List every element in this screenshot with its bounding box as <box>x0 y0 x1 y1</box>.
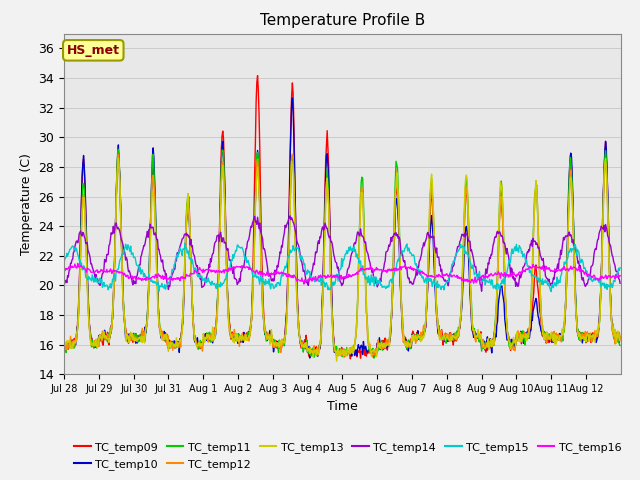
TC_temp09 <box>60 342 68 348</box>
TC_temp16 <box>60 266 68 272</box>
Line: TC_temp10: TC_temp10 <box>64 98 620 358</box>
TC_temp15 <box>277 276 285 282</box>
TC_temp16 <box>74 261 82 266</box>
TC_temp09 <box>616 334 624 340</box>
TC_temp15 <box>616 265 624 271</box>
Line: TC_temp09: TC_temp09 <box>64 76 620 359</box>
TC_temp14 <box>431 246 439 252</box>
TC_temp13 <box>126 332 134 338</box>
TC_temp10 <box>401 341 408 347</box>
TC_temp14 <box>400 259 408 265</box>
TC_temp15 <box>228 258 236 264</box>
TC_temp12 <box>616 336 624 341</box>
TC_temp16 <box>300 281 308 287</box>
TC_temp11 <box>228 332 236 338</box>
TC_temp16 <box>432 274 440 280</box>
TC_temp13 <box>115 156 122 161</box>
TC_temp14 <box>125 268 133 274</box>
TC_temp13 <box>333 358 340 364</box>
TC_temp09 <box>253 73 261 79</box>
TC_temp16 <box>401 263 408 268</box>
TC_temp14 <box>60 278 68 284</box>
TC_temp14 <box>286 213 294 219</box>
Line: TC_temp15: TC_temp15 <box>64 243 620 291</box>
TC_temp11 <box>256 198 264 204</box>
TC_temp12 <box>125 336 133 341</box>
TC_temp16 <box>616 273 624 278</box>
TC_temp09 <box>346 356 354 362</box>
TC_temp15 <box>547 288 555 294</box>
TC_temp13 <box>228 335 236 340</box>
TC_temp10 <box>289 95 296 101</box>
TC_temp10 <box>60 338 68 344</box>
X-axis label: Time: Time <box>327 400 358 413</box>
TC_temp13 <box>256 210 264 216</box>
TC_temp09 <box>228 336 236 342</box>
TC_temp16 <box>228 266 236 272</box>
TC_temp13 <box>432 293 440 299</box>
TC_temp14 <box>228 264 236 269</box>
TC_temp13 <box>401 341 408 347</box>
Line: TC_temp12: TC_temp12 <box>64 154 620 357</box>
TC_temp15 <box>181 240 189 246</box>
TC_temp10 <box>432 302 440 308</box>
Title: Temperature Profile B: Temperature Profile B <box>260 13 425 28</box>
TC_temp11 <box>60 336 68 342</box>
TC_temp12 <box>276 338 284 344</box>
TC_temp14 <box>477 288 485 294</box>
Line: TC_temp13: TC_temp13 <box>64 158 620 361</box>
TC_temp09 <box>277 346 285 351</box>
TC_temp15 <box>400 249 408 254</box>
Y-axis label: Temperature (C): Temperature (C) <box>20 153 33 255</box>
Line: TC_temp11: TC_temp11 <box>64 149 620 358</box>
TC_temp12 <box>60 340 68 346</box>
TC_temp10 <box>276 341 284 347</box>
Line: TC_temp16: TC_temp16 <box>64 264 620 284</box>
TC_temp11 <box>115 146 122 152</box>
TC_temp12 <box>289 151 296 157</box>
TC_temp14 <box>276 249 284 255</box>
TC_temp13 <box>277 338 285 344</box>
TC_temp12 <box>368 354 376 360</box>
TC_temp15 <box>256 281 264 287</box>
TC_temp11 <box>401 338 408 344</box>
TC_temp10 <box>255 178 263 183</box>
Legend: TC_temp09, TC_temp10, TC_temp11, TC_temp12, TC_temp13, TC_temp14, TC_temp15, TC_: TC_temp09, TC_temp10, TC_temp11, TC_temp… <box>70 438 626 474</box>
TC_temp11 <box>371 355 378 360</box>
TC_temp16 <box>256 268 264 274</box>
TC_temp14 <box>255 226 263 231</box>
TC_temp11 <box>616 343 624 348</box>
TC_temp15 <box>431 282 439 288</box>
TC_temp12 <box>255 184 263 190</box>
TC_temp09 <box>256 145 264 151</box>
TC_temp11 <box>126 335 134 341</box>
Text: HS_met: HS_met <box>67 44 120 57</box>
TC_temp09 <box>432 295 440 301</box>
TC_temp12 <box>228 334 236 339</box>
TC_temp13 <box>60 344 68 350</box>
TC_temp10 <box>616 334 624 340</box>
TC_temp10 <box>228 331 236 337</box>
TC_temp16 <box>277 271 285 276</box>
TC_temp09 <box>125 333 133 338</box>
TC_temp13 <box>616 333 624 339</box>
TC_temp12 <box>401 340 408 346</box>
TC_temp10 <box>125 331 133 337</box>
TC_temp10 <box>306 355 314 361</box>
TC_temp14 <box>616 280 624 286</box>
TC_temp09 <box>401 338 408 344</box>
TC_temp16 <box>126 275 134 281</box>
TC_temp15 <box>125 246 133 252</box>
TC_temp11 <box>432 289 440 295</box>
Line: TC_temp14: TC_temp14 <box>64 216 620 291</box>
TC_temp15 <box>60 260 68 266</box>
TC_temp12 <box>432 292 440 298</box>
TC_temp11 <box>277 345 285 350</box>
